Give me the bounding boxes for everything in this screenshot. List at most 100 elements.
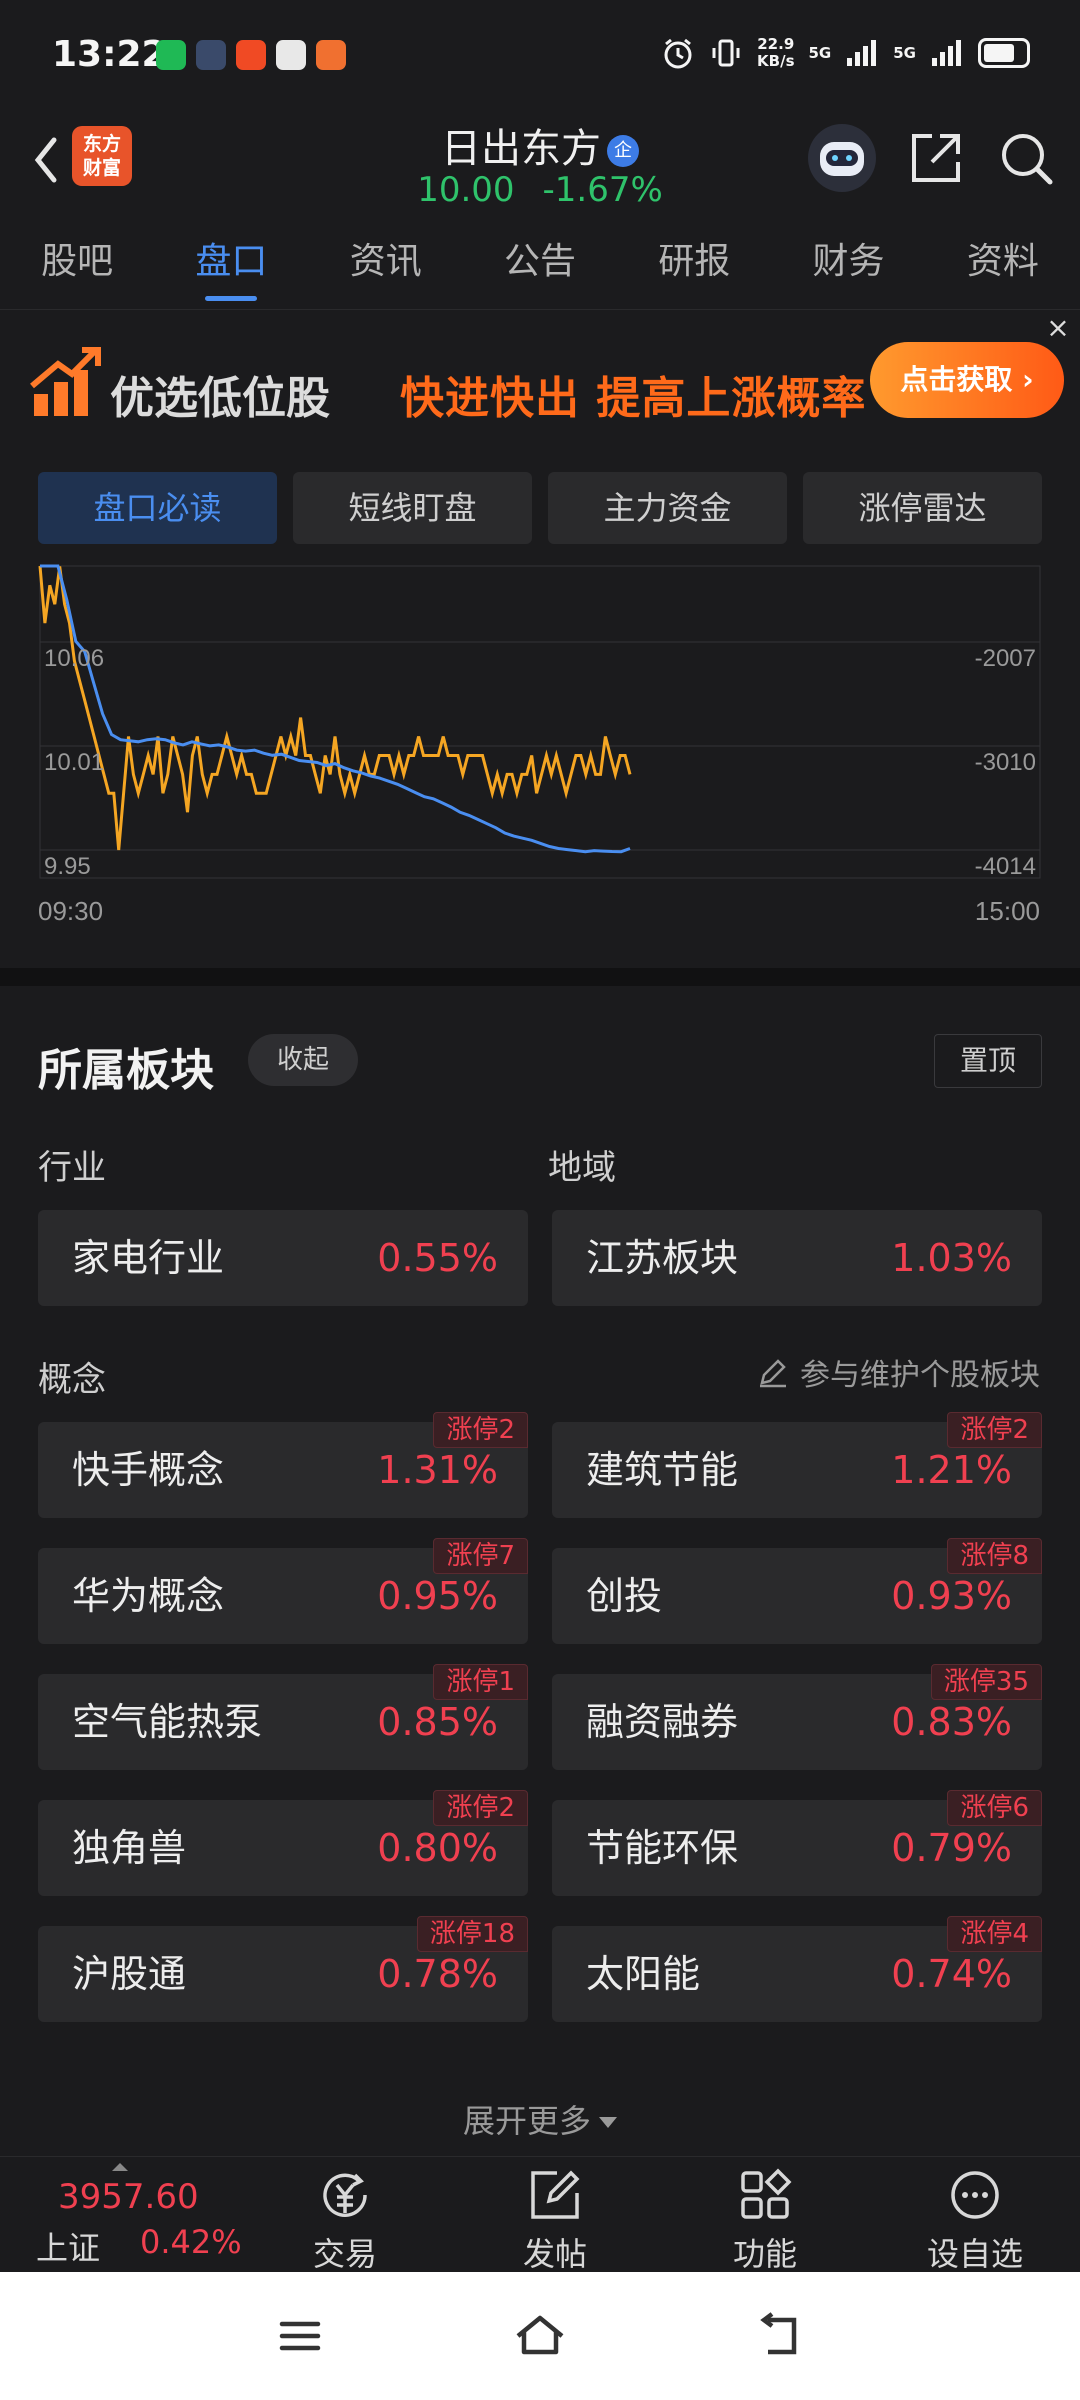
concept-card[interactable]: 涨停2 快手概念 1.31% [38, 1412, 528, 1518]
battery-icon [978, 38, 1030, 68]
industry-label: 行业 [38, 1148, 106, 1188]
search-icon[interactable] [996, 128, 1056, 188]
grid-icon [741, 2168, 792, 2219]
expand-more-button[interactable]: 展开更多 [0, 2096, 1080, 2142]
promo-banner[interactable]: × 优选低位股 快进快出 提高上涨概率 点击获取 › [0, 310, 1080, 460]
back-icon[interactable] [750, 2306, 810, 2366]
limit-up-badge: 涨停6 [947, 1790, 1042, 1826]
x-end-label: 15:00 [975, 896, 1040, 926]
sector-name: 空气能热泵 [72, 1700, 263, 1744]
tab-pankou[interactable]: 盘口 [154, 220, 308, 309]
concept-card[interactable]: 涨停4 太阳能 0.74% [552, 1916, 1042, 2022]
segment-limit-up-radar[interactable]: 涨停雷达 [803, 472, 1042, 544]
sector-name: 太阳能 [586, 1952, 701, 1996]
signal-icon-2 [932, 40, 961, 66]
sector-name: 快手概念 [72, 1448, 225, 1492]
index-name[interactable]: 上证 [36, 2229, 101, 2267]
y-left-tick-3: 9.95 [44, 853, 91, 880]
alarm-icon [664, 38, 692, 69]
ai-assistant-robot-icon[interactable] [808, 124, 876, 192]
concept-card[interactable]: 涨停1 空气能热泵 0.85% [38, 1664, 528, 1770]
add-watchlist-button[interactable]: 设自选 [900, 2167, 1050, 2277]
region-card[interactable]: 江苏板块 1.03% [552, 1210, 1042, 1306]
sector-name: 沪股通 [72, 1952, 187, 1996]
trade-button[interactable]: 交易 [270, 2167, 420, 2277]
home-icon[interactable] [510, 2306, 570, 2366]
eastmoney-logo[interactable]: 东方 财富 [72, 126, 132, 186]
stock-header: 东方 财富 日出东方企 10.00 -1.67% [0, 110, 1080, 220]
close-icon[interactable]: × [1046, 311, 1070, 344]
sector-pct: 1.31% [377, 1448, 498, 1492]
fund-flow-line [40, 564, 631, 854]
pin-top-button[interactable]: 置顶 [934, 1034, 1042, 1088]
collapse-button[interactable]: 收起 [248, 1034, 358, 1086]
tab-finance[interactable]: 财务 [812, 241, 885, 282]
concept-card[interactable]: 涨停18 沪股通 0.78% [38, 1916, 528, 2022]
sector-name: 江苏板块 [586, 1236, 739, 1280]
functions-button[interactable]: 功能 [690, 2167, 840, 2277]
notification-icons [156, 40, 346, 70]
sector-pct: 0.95% [377, 1574, 498, 1618]
intraday-chart[interactable]: 10.06 10.01 9.95 -2007 -3010 -4014 09:30… [0, 560, 1080, 960]
sector-name: 融资融券 [586, 1700, 739, 1744]
sector-name: 华为概念 [72, 1574, 225, 1618]
index-value[interactable]: 3957.60 [58, 2177, 199, 2217]
vibrate-icon [712, 39, 740, 67]
wechat-icon [156, 40, 186, 70]
industry-card[interactable]: 家电行业 0.55% [38, 1210, 528, 1306]
news-app-icon [236, 40, 266, 70]
more-circle-icon [951, 2171, 999, 2219]
sector-name: 建筑节能 [586, 1448, 739, 1492]
sector-name: 家电行业 [72, 1236, 225, 1280]
limit-up-badge: 涨停2 [433, 1790, 528, 1826]
chart-frame [39, 565, 1041, 879]
intraday-chart-svg: 10.06 10.01 9.95 -2007 -3010 -4014 09:30… [38, 564, 1041, 926]
sector-pct: 0.85% [377, 1700, 498, 1744]
y-right-tick-2: -3010 [975, 749, 1036, 776]
concept-card[interactable]: 涨停8 创投 0.93% [552, 1538, 1042, 1644]
concept-card[interactable]: 涨停2 建筑节能 1.21% [552, 1412, 1042, 1518]
tab-research[interactable]: 研报 [658, 241, 731, 282]
sector-pct: 0.79% [891, 1826, 1012, 1870]
concept-card[interactable]: 涨停6 节能环保 0.79% [552, 1790, 1042, 1896]
edit-icon [760, 1359, 786, 1388]
sector-pct: 1.21% [891, 1448, 1012, 1492]
concept-card[interactable]: 涨停7 华为概念 0.95% [38, 1538, 528, 1644]
banner-title: 优选低位股 [110, 373, 330, 424]
sector-section-title: 所属板块 [38, 1045, 214, 1096]
menu-icon[interactable] [270, 2306, 330, 2366]
maintain-sector-link[interactable]: 参与维护个股板块 [756, 1350, 1040, 1394]
stock-quote: 10.00 -1.67% [0, 170, 1080, 210]
concept-card[interactable]: 涨停2 独角兽 0.80% [38, 1790, 528, 1896]
share-icon[interactable] [906, 128, 966, 188]
sector-pct: 0.74% [891, 1952, 1012, 1996]
tab-news[interactable]: 资讯 [349, 241, 422, 282]
caret-up-icon [112, 2163, 128, 2171]
concept-card[interactable]: 涨停35 融资融券 0.83% [552, 1664, 1042, 1770]
y-left-tick-2: 10.01 [44, 749, 104, 776]
segment-short-term[interactable]: 短线盯盘 [293, 472, 532, 544]
segment-main-funds[interactable]: 主力资金 [548, 472, 787, 544]
segment-must-read[interactable]: 盘口必读 [38, 472, 277, 544]
post-button[interactable]: 发帖 [480, 2167, 630, 2277]
stock-name: 日出东方企 [0, 116, 1080, 174]
price-line [38, 565, 632, 851]
sector-pct: 0.80% [377, 1826, 498, 1870]
sector-name: 创投 [586, 1574, 663, 1618]
network-type-1: 5G [808, 44, 832, 62]
network-speed: 22.9 KB/s [757, 35, 795, 70]
banner-cta-button[interactable]: 点击获取 › [870, 342, 1064, 418]
back-arrow-icon[interactable] [22, 130, 72, 190]
y-right-tick-3: -4014 [975, 853, 1036, 880]
tab-profile[interactable]: 资料 [966, 241, 1039, 282]
trade-yuan-icon [323, 2173, 367, 2217]
system-nav-bar [0, 2272, 1080, 2400]
tab-announcements[interactable]: 公告 [503, 241, 576, 282]
limit-up-badge: 涨停4 [947, 1916, 1042, 1952]
tab-guba[interactable]: 股吧 [41, 241, 114, 282]
limit-up-badge: 涨停7 [433, 1538, 528, 1574]
sector-name: 独角兽 [72, 1826, 187, 1870]
stock-price: 10.00 [417, 170, 515, 210]
region-label: 地域 [548, 1148, 616, 1188]
index-pct[interactable]: 0.42% [140, 2223, 242, 2261]
